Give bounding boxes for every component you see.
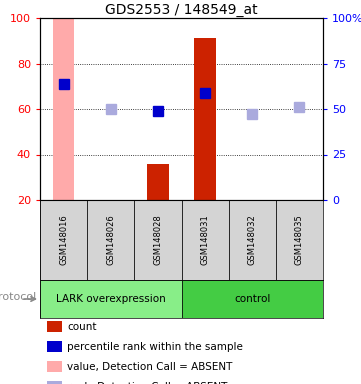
Bar	[182, 280, 323, 318]
Bar	[276, 200, 323, 280]
Bar	[195, 38, 216, 200]
Bar	[147, 164, 169, 200]
Text: count: count	[67, 322, 97, 332]
Bar	[40, 200, 87, 280]
Text: GSM148026: GSM148026	[106, 215, 115, 265]
Text: GSM148032: GSM148032	[248, 215, 257, 265]
Bar	[229, 200, 276, 280]
Bar	[87, 200, 134, 280]
Text: GSM148031: GSM148031	[201, 215, 210, 265]
Bar	[182, 200, 229, 280]
Title: GDS2553 / 148549_at: GDS2553 / 148549_at	[105, 3, 258, 17]
Text: control: control	[234, 294, 270, 304]
Text: GSM148035: GSM148035	[295, 215, 304, 265]
Text: protocol: protocol	[0, 292, 36, 302]
Text: GSM148016: GSM148016	[59, 215, 68, 265]
Text: GSM148028: GSM148028	[153, 215, 162, 265]
Text: value, Detection Call = ABSENT: value, Detection Call = ABSENT	[67, 362, 232, 372]
Text: rank, Detection Call = ABSENT: rank, Detection Call = ABSENT	[67, 382, 227, 384]
Bar	[134, 200, 182, 280]
Bar	[40, 280, 182, 318]
Text: percentile rank within the sample: percentile rank within the sample	[67, 342, 243, 352]
Text: LARK overexpression: LARK overexpression	[56, 294, 166, 304]
Bar	[53, 18, 74, 200]
